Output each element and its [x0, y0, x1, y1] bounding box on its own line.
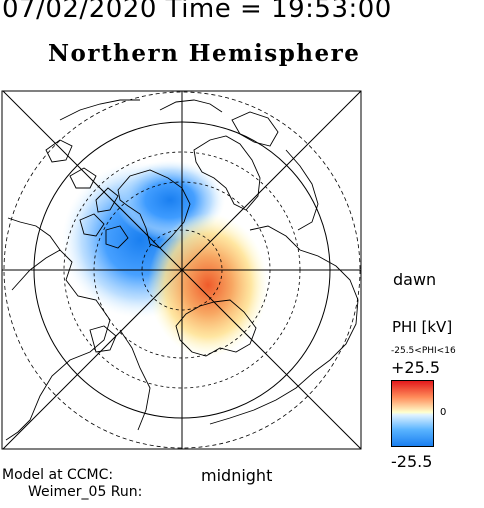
dawn-label: dawn	[393, 270, 437, 289]
map-title: Northern Hemisphere	[48, 40, 361, 67]
positive-potential-cell	[148, 213, 268, 357]
model-label: Model at CCMC:	[2, 467, 114, 483]
header-datetime: 07/02/2020 Time = 19:53:00	[2, 0, 392, 24]
coastlines	[5, 99, 359, 441]
plot-frame	[1, 90, 362, 450]
colorbar-title: PHI [kV]	[392, 318, 453, 336]
midnight-label: midnight	[201, 466, 273, 485]
colorbar-range: -25.5<PHI<16	[391, 346, 456, 356]
colorbar	[391, 380, 434, 447]
colorbar-min-label: -25.5	[391, 452, 433, 471]
colorbar-zero-label: 0	[440, 407, 447, 418]
meridian-line	[2, 91, 361, 449]
colorbar-max-label: +25.5	[391, 358, 441, 377]
run-label: Weimer_05 Run:	[28, 484, 143, 500]
